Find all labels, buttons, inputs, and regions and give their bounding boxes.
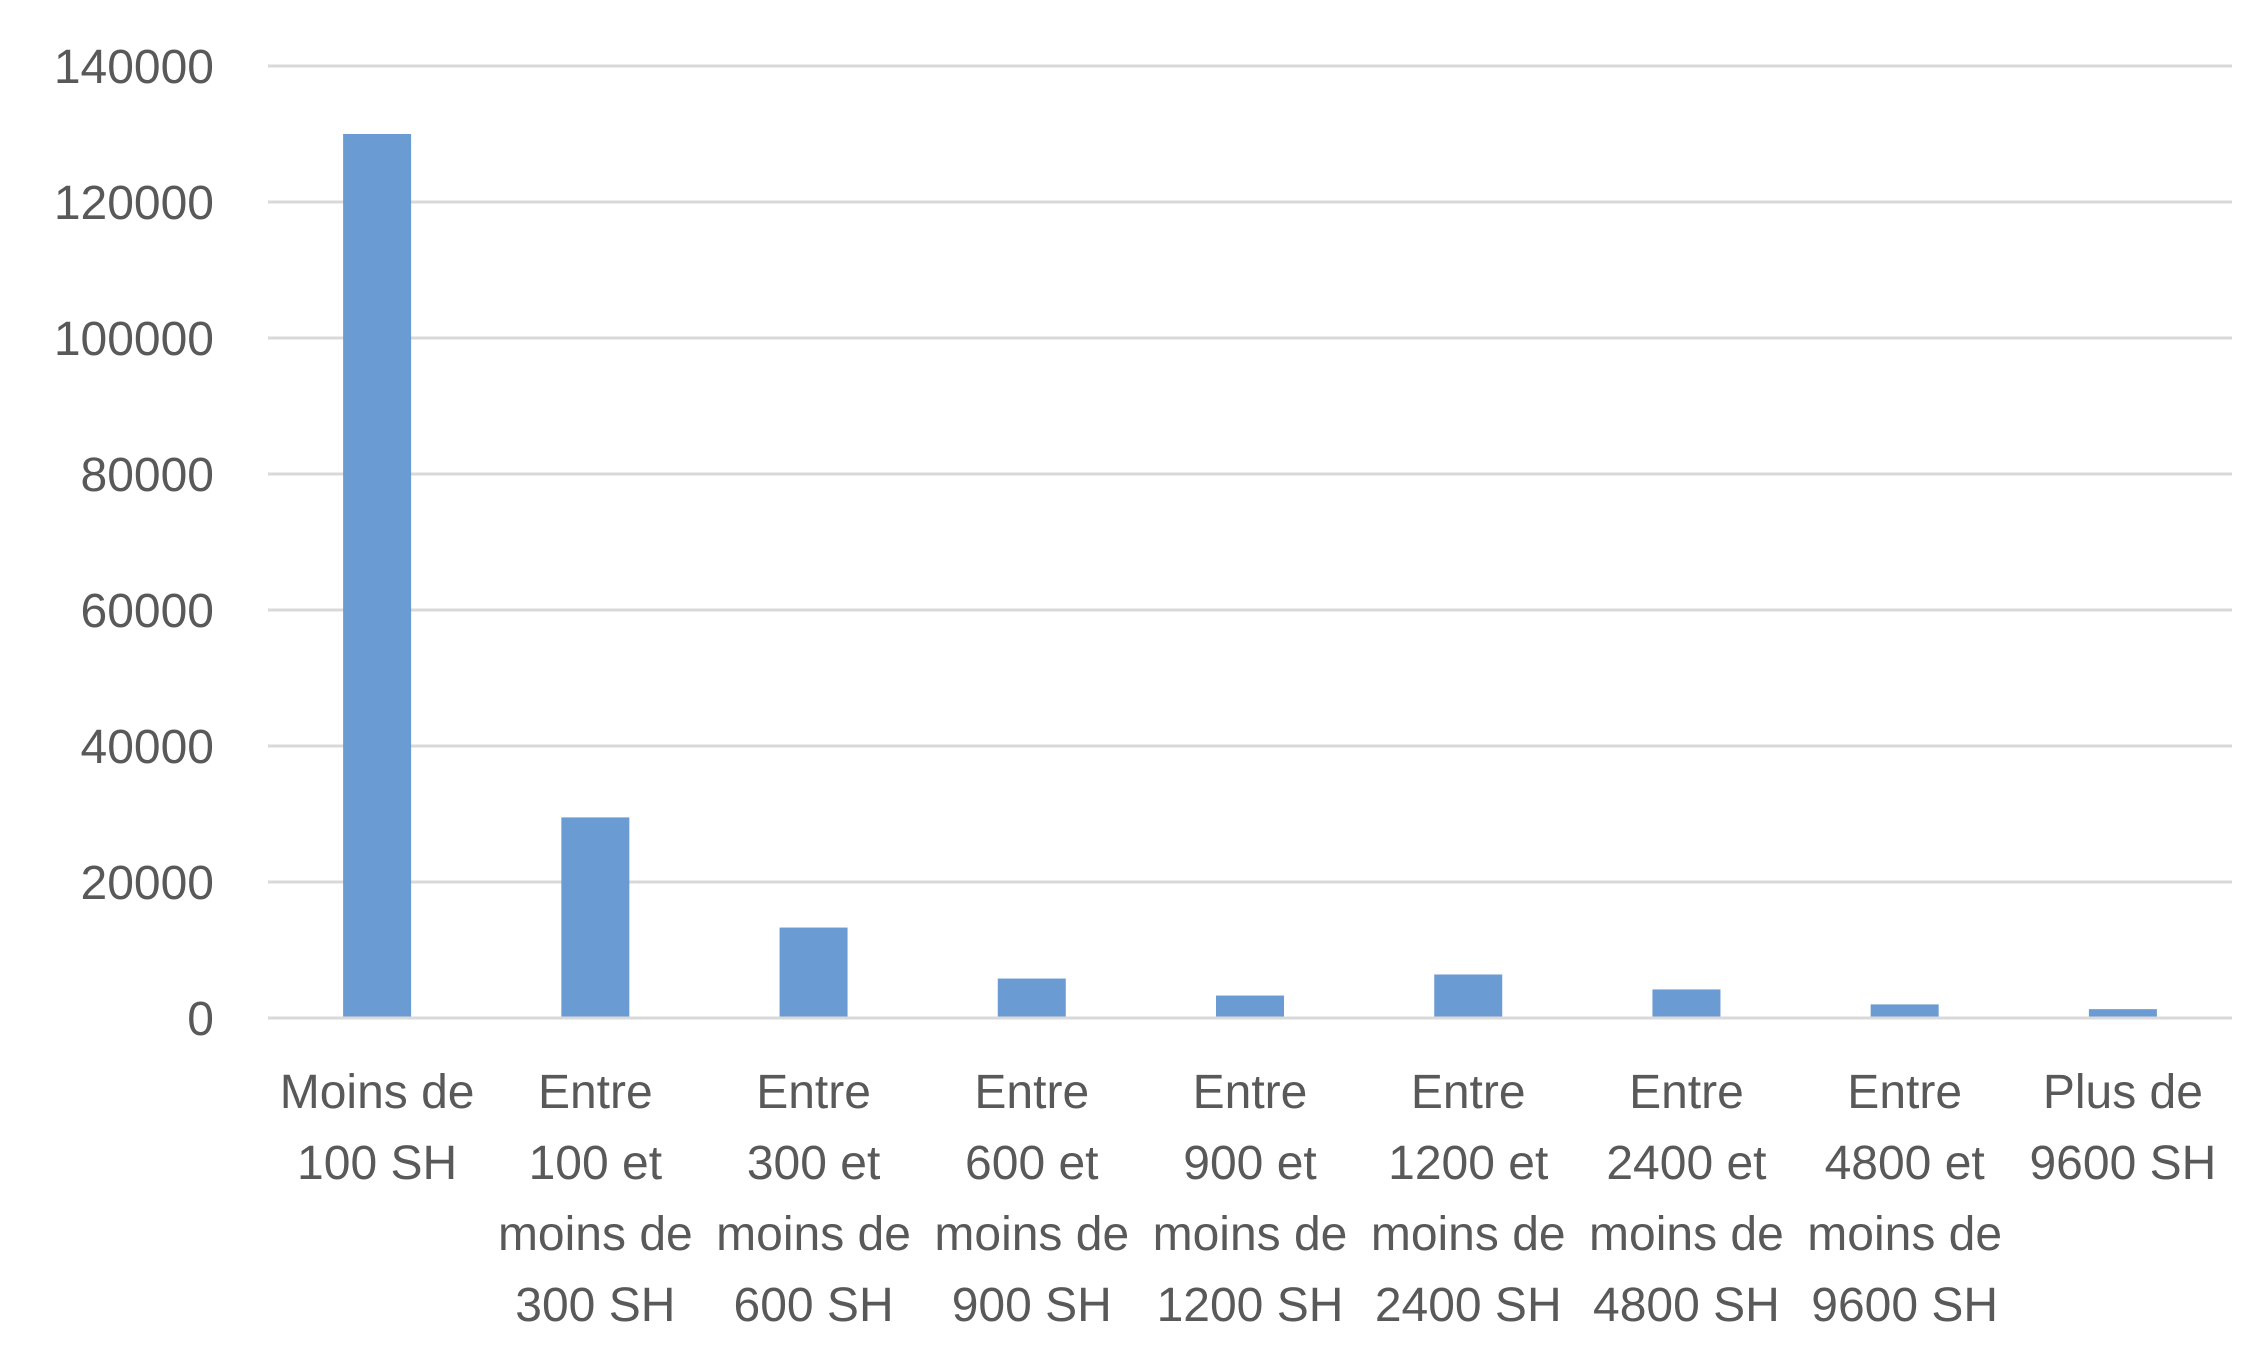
x-tick-label: Entre 4800 et moins de 9600 SH [1807, 1066, 2002, 1332]
y-tick-label: 100000 [54, 313, 214, 366]
y-tick-label: 60000 [81, 585, 214, 638]
bar [343, 134, 412, 1018]
x-tick-label: Entre 100 et moins de 300 SH [498, 1066, 693, 1332]
y-tick-label: 0 [187, 993, 214, 1046]
y-tick-label: 80000 [81, 449, 214, 502]
bar [561, 817, 630, 1018]
bar [1652, 989, 1721, 1018]
x-tick-label: Entre 600 et moins de 900 SH [934, 1066, 1129, 1332]
y-tick-label: 120000 [54, 177, 214, 230]
x-tick-label: Moins de 100 SH [280, 1066, 475, 1190]
y-tick-label: 40000 [81, 721, 214, 774]
x-tick-label: Entre 1200 et moins de 2400 SH [1371, 1066, 1566, 1332]
gridlines [268, 64, 2232, 884]
bar [1870, 1004, 1939, 1018]
bar [1434, 974, 1503, 1018]
bar [779, 927, 848, 1018]
bar [997, 978, 1066, 1018]
x-tick-label: Plus de 9600 SH [2029, 1066, 2216, 1190]
y-tick-label: 20000 [81, 857, 214, 910]
bar [2088, 1009, 2157, 1018]
bars [343, 134, 2157, 1018]
y-axis-tick-labels: 0 20000 40000 60000 80000 100000 120000 140000 [54, 41, 214, 1046]
x-tick-label: Entre 2400 et moins de 4800 SH [1589, 1066, 1784, 1332]
x-tick-label: Entre 900 et moins de 1200 SH [1153, 1066, 1348, 1332]
y-tick-label: 140000 [54, 41, 214, 94]
x-tick-label: Entre 300 et moins de 600 SH [716, 1066, 911, 1332]
bar [1216, 995, 1284, 1018]
